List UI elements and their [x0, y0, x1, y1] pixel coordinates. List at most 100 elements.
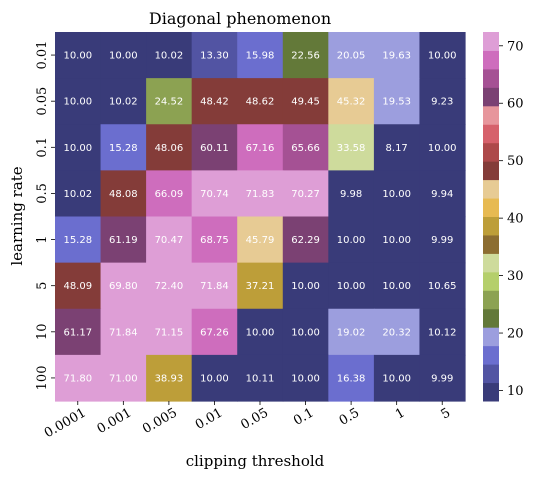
cell-value-label: 24.52 [155, 97, 184, 108]
colorbar-segment [483, 105, 499, 125]
cell-value-label: 65.66 [291, 143, 320, 154]
heatmap-cell [328, 216, 375, 264]
cell-value-label: 38.93 [155, 373, 184, 384]
cell-value-label: 71.00 [109, 373, 138, 384]
heatmap-cell [328, 308, 375, 356]
cell-value-label: 22.56 [291, 51, 320, 62]
heatmap-cell [373, 170, 421, 218]
heatmap-cell [191, 170, 238, 218]
heatmap-cell [100, 32, 147, 79]
cell-value-label: 45.79 [246, 235, 275, 246]
heatmap-cell-labels: 10.00 10.00 10.02 13.30 15.98 22.56 20.05 19.63… [63, 51, 456, 385]
heatmap-cell [100, 216, 147, 264]
heatmap-cell [55, 124, 102, 171]
heatmap-cell [328, 354, 375, 402]
cell-value-label: 10.02 [109, 97, 138, 108]
heatmap-cell [282, 170, 329, 218]
heatmap-cell [55, 308, 102, 356]
heatmap-cell [146, 262, 193, 310]
chart-title: Diagonal phenomenon [149, 9, 331, 28]
colorbar-segment [483, 253, 499, 273]
heatmap-cell [373, 262, 421, 310]
heatmap-cell [55, 262, 102, 310]
y-tick-label: 5 [35, 282, 50, 290]
cell-value-label: 71.83 [246, 189, 275, 200]
cell-value-label: 48.08 [109, 189, 138, 200]
heatmap-cell [328, 124, 375, 171]
heatmap-cell [191, 124, 238, 171]
y-tick-label: 0.05 [35, 87, 50, 116]
cell-value-label: 9.94 [431, 189, 453, 200]
heatmap-cell [100, 354, 147, 402]
heatmap-cell [55, 170, 102, 218]
x-tick-label: 0.005 [140, 405, 180, 437]
heatmap-cell [55, 354, 102, 402]
cell-value-label: 67.26 [200, 327, 229, 338]
heatmap-cell [419, 32, 466, 79]
heatmap-cell [419, 124, 466, 171]
cell-value-label: 15.98 [246, 51, 275, 62]
cell-value-label: 10.00 [63, 97, 92, 108]
cell-value-label: 48.62 [246, 97, 275, 108]
heatmap-cell [237, 170, 284, 218]
heatmap-cell [191, 262, 238, 310]
cell-value-label: 61.17 [63, 327, 92, 338]
y-tick-label: 1 [35, 235, 50, 243]
cell-value-label: 15.28 [63, 235, 92, 246]
cell-value-label: 60.11 [200, 143, 229, 154]
heatmap-cell [146, 124, 193, 171]
cell-value-label: 70.47 [155, 235, 184, 246]
x-tick-label: 5 [439, 405, 454, 422]
heatmap-cell [373, 354, 421, 402]
heatmap-cell [419, 308, 466, 356]
cell-value-label: 70.27 [291, 189, 320, 200]
heatmap-cell [328, 32, 375, 79]
cell-value-label: 45.32 [337, 97, 366, 108]
x-tick-label: 0.0001 [42, 405, 89, 441]
colorbar-segment [483, 87, 499, 107]
cell-value-label: 9.99 [431, 373, 453, 384]
colorbar-segment [483, 142, 499, 162]
colorbar-tick-label: 40 [507, 212, 524, 227]
cell-value-label: 48.09 [63, 281, 92, 292]
heatmap-cell [146, 170, 193, 218]
heatmap-cell [328, 78, 375, 125]
cell-value-label: 10.00 [428, 51, 457, 62]
colorbar-segment [483, 234, 499, 254]
heatmap-cell [55, 32, 102, 79]
cell-value-label: 19.63 [382, 51, 411, 62]
cell-value-label: 37.21 [246, 281, 275, 292]
heatmap-cell [237, 32, 284, 79]
cell-value-label: 10.02 [155, 51, 184, 62]
heatmap-cell [373, 308, 421, 356]
heatmap-cell [282, 262, 329, 310]
heatmap-cell [237, 216, 284, 264]
cell-value-label: 10.00 [382, 373, 411, 384]
cell-value-label: 66.09 [155, 189, 184, 200]
cell-value-label: 19.53 [382, 97, 411, 108]
x-tick-label: 0.001 [95, 405, 135, 437]
cell-value-label: 10.02 [63, 189, 92, 200]
colorbar-segment [483, 345, 499, 365]
cell-value-label: 71.15 [155, 327, 184, 338]
cell-value-label: 16.38 [337, 373, 366, 384]
colorbar-segment [483, 179, 499, 199]
cell-value-label: 10.11 [246, 373, 275, 384]
cell-value-label: 10.00 [382, 189, 411, 200]
y-tick-label: 10 [35, 324, 50, 341]
heatmap-cell [237, 354, 284, 402]
heatmap-cell [146, 32, 193, 79]
cell-value-label: 20.05 [337, 51, 366, 62]
colorbar-segment [483, 161, 499, 181]
cell-value-label: 67.16 [246, 143, 275, 154]
y-tick-label: 0.01 [35, 41, 50, 70]
x-axis-title: clipping threshold [186, 452, 325, 470]
heatmap-cell [100, 262, 147, 310]
cell-value-label: 10.00 [382, 235, 411, 246]
colorbar-segment [483, 290, 499, 310]
colorbar-segment [483, 68, 499, 88]
y-axis-ticks: 0.01 0.05 0.1 0.5 1 5 10 100 [35, 41, 55, 390]
cell-value-label: 10.00 [246, 327, 275, 338]
